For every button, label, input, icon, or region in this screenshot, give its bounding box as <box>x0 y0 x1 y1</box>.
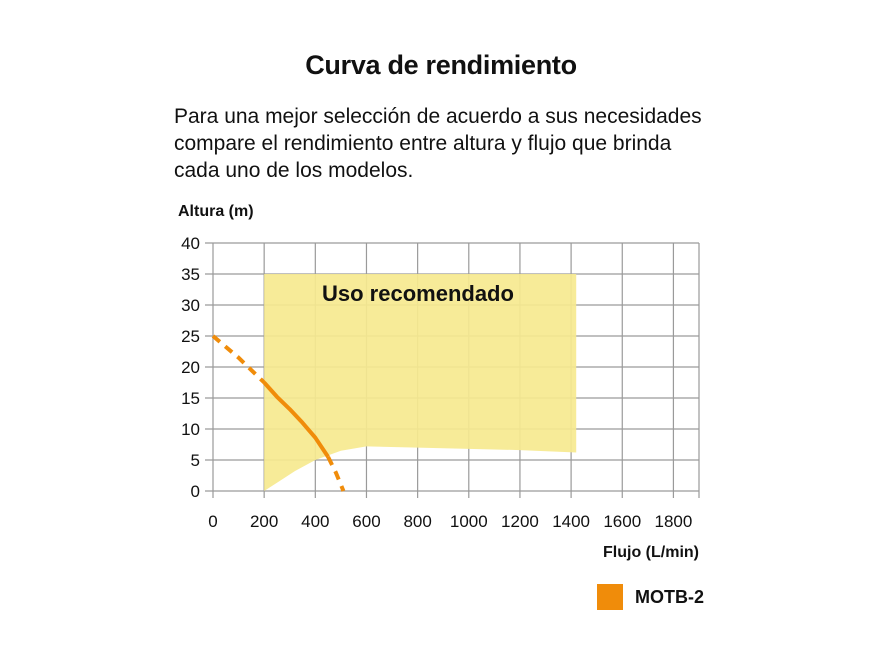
series-line-dashed <box>326 456 346 492</box>
y-tick-label: 30 <box>181 296 200 315</box>
chart-description: Para una mejor selección de acuerdo a su… <box>174 103 774 184</box>
x-tick-label: 200 <box>250 512 278 531</box>
x-tick-label: 600 <box>352 512 380 531</box>
description-line: cada uno de los modelos. <box>174 159 414 182</box>
series-layer <box>211 334 346 492</box>
x-tick-label: 0 <box>208 512 217 531</box>
x-tick-label: 800 <box>403 512 431 531</box>
x-tick-label: 1800 <box>655 512 693 531</box>
y-tick-label: 40 <box>181 234 200 253</box>
legend: MOTB-2 <box>597 584 704 610</box>
series-line-dashed <box>211 334 266 384</box>
recommended-zone-label: Uso recomendado <box>322 281 514 306</box>
y-axis-label: Altura (m) <box>178 203 254 220</box>
recommended-zone-area <box>264 274 577 491</box>
legend-label: MOTB-2 <box>635 586 704 607</box>
y-tick-label: 20 <box>181 358 200 377</box>
description-line: Para una mejor selección de acuerdo a su… <box>174 105 702 128</box>
series-line-solid <box>262 381 330 459</box>
description-line: compare el rendimiento entre altura y fl… <box>174 132 672 155</box>
x-tick-label: 1600 <box>603 512 641 531</box>
y-tick-label: 5 <box>191 451 200 470</box>
y-tick-label: 0 <box>191 482 200 501</box>
y-tick-label: 15 <box>181 389 200 408</box>
recommended-zone: Uso recomendado <box>264 274 577 491</box>
y-tick-label: 35 <box>181 265 200 284</box>
x-tick-label: 400 <box>301 512 329 531</box>
y-tick-label: 25 <box>181 327 200 346</box>
x-tick-label: 1000 <box>450 512 488 531</box>
x-tick-label: 1200 <box>501 512 539 531</box>
y-tick-label: 10 <box>181 420 200 439</box>
chart-title: Curva de rendimiento <box>305 50 577 80</box>
x-axis-label: Flujo (L/min) <box>603 544 699 561</box>
legend-swatch-motb-2 <box>597 584 623 610</box>
x-tick-label: 1400 <box>552 512 590 531</box>
